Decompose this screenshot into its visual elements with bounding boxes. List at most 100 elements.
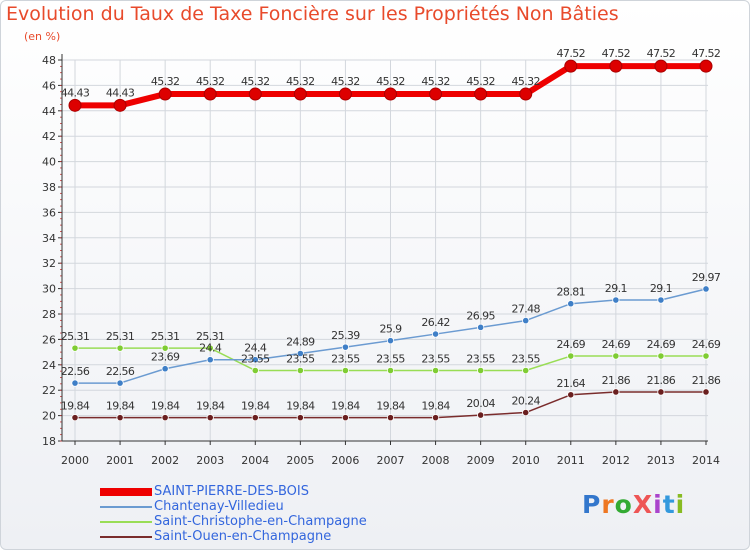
data-label: 24.69 [602, 338, 631, 351]
data-label: 44.43 [106, 86, 135, 99]
data-point [567, 300, 575, 308]
data-point [296, 366, 304, 375]
data-point [386, 337, 395, 345]
data-label: 26.42 [421, 316, 450, 329]
data-point [293, 87, 307, 101]
data-point [522, 408, 530, 417]
data-label: 25.9 [379, 323, 402, 336]
data-point [386, 366, 395, 375]
legend-label: Saint-Ouen-en-Champagne [154, 529, 332, 544]
data-label: 45.32 [241, 75, 270, 88]
x-tick-label: 2014 [692, 454, 720, 467]
data-point [206, 414, 214, 422]
data-label: 45.32 [286, 75, 315, 88]
data-label: 47.52 [557, 47, 586, 60]
y-tick-label: 40 [42, 156, 56, 169]
data-point [612, 352, 620, 360]
data-point [657, 296, 665, 304]
data-point [116, 379, 124, 387]
data-point [477, 411, 485, 419]
data-point [474, 87, 488, 101]
data-point [702, 285, 710, 293]
data-point [564, 59, 578, 73]
data-label: 19.84 [286, 400, 315, 413]
legend-swatch [100, 520, 152, 523]
x-tick-label: 2005 [286, 454, 314, 467]
data-point [431, 366, 440, 375]
data-point [296, 349, 304, 358]
data-point [251, 356, 259, 364]
data-label: 19.84 [241, 400, 270, 413]
data-point [158, 87, 172, 101]
data-label: 19.84 [376, 400, 405, 413]
data-point [71, 414, 79, 422]
data-point [116, 414, 124, 422]
data-point [612, 296, 620, 304]
data-point [71, 379, 79, 387]
data-point [68, 98, 82, 112]
y-tick-label: 20 [42, 410, 56, 423]
data-label: 22.56 [61, 365, 90, 378]
data-point [657, 388, 665, 396]
data-label: 23.55 [421, 353, 450, 366]
data-point [203, 87, 217, 101]
legend-label: SAINT-PIERRE-DES-BOIS [154, 484, 309, 499]
data-point [206, 356, 214, 364]
data-point [431, 330, 440, 338]
data-label: 21.64 [557, 377, 586, 390]
data-label: 19.84 [106, 400, 135, 413]
data-label: 47.52 [602, 47, 631, 60]
y-tick-label: 24 [42, 359, 56, 372]
data-label: 24.4 [244, 342, 267, 355]
data-label: 23.55 [376, 353, 405, 366]
data-label: 44.43 [61, 86, 90, 99]
unit-label: (en %) [24, 30, 61, 43]
data-label: 24.89 [286, 335, 315, 348]
data-label: 25.31 [196, 330, 225, 343]
data-label: 21.86 [602, 374, 631, 387]
data-point [341, 414, 350, 422]
data-label: 23.55 [466, 353, 495, 366]
data-point [522, 366, 530, 375]
legend-swatch [100, 487, 152, 496]
data-label: 24.69 [647, 338, 676, 351]
data-label: 45.32 [421, 75, 450, 88]
data-label: 20.04 [466, 397, 495, 410]
legend-swatch [100, 535, 152, 538]
data-point [477, 323, 485, 331]
data-point [341, 366, 350, 375]
data-label: 47.52 [692, 47, 721, 60]
data-label: 45.32 [151, 75, 180, 88]
data-point [657, 352, 665, 360]
proxiti-logo: ProXiti [582, 490, 686, 519]
data-point [567, 352, 575, 360]
y-tick-label: 36 [42, 206, 56, 219]
data-label: 25.31 [106, 330, 135, 343]
data-point [612, 388, 620, 396]
y-tick-label: 44 [42, 105, 56, 118]
y-tick-label: 34 [42, 232, 56, 245]
data-point [341, 343, 350, 351]
x-tick-label: 2010 [512, 454, 540, 467]
data-label: 19.84 [421, 400, 450, 413]
data-point [338, 87, 352, 101]
x-tick-label: 2008 [422, 454, 450, 467]
x-tick-label: 2003 [196, 454, 224, 467]
legend: SAINT-PIERRE-DES-BOIS Chantenay-Villedieu… [100, 484, 367, 544]
y-tick-label: 22 [42, 384, 56, 397]
data-point [161, 414, 169, 422]
chart-title: Evolution du Taux de Taxe Foncière sur l… [6, 3, 619, 25]
data-label: 45.32 [196, 75, 225, 88]
data-label: 45.32 [376, 75, 405, 88]
data-label: 20.24 [511, 395, 540, 408]
data-point [161, 344, 169, 352]
x-tick-label: 2007 [377, 454, 405, 467]
legend-swatch [100, 505, 152, 508]
y-tick-label: 30 [42, 283, 56, 296]
data-point [567, 391, 575, 399]
x-tick-label: 2006 [331, 454, 359, 467]
data-label: 29.1 [605, 282, 627, 295]
data-label: 21.86 [647, 374, 676, 387]
data-point [296, 414, 304, 422]
